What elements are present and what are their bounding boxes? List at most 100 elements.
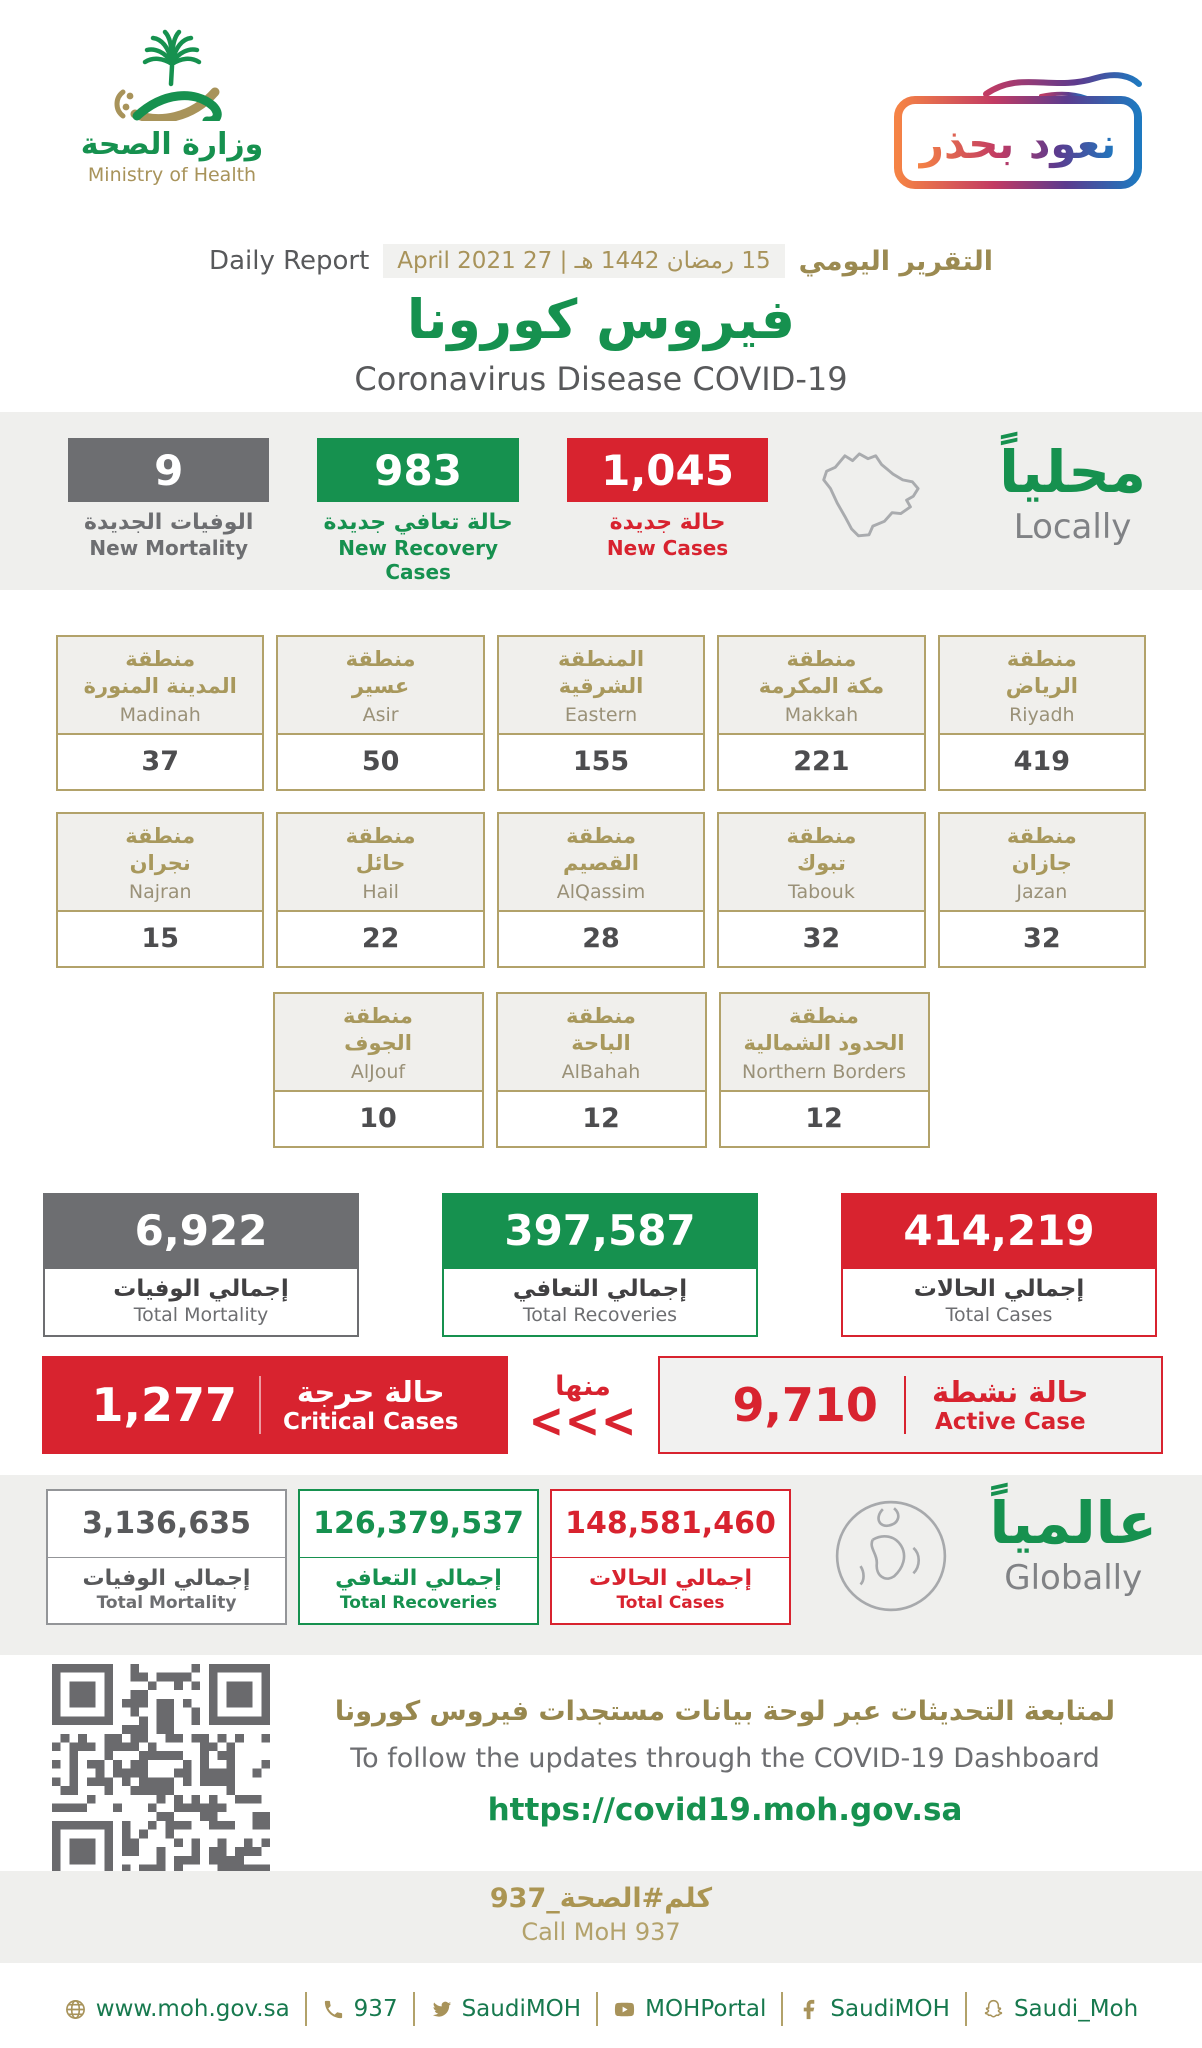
badge-swoosh-icon <box>983 72 1142 97</box>
return-with-caution-badge: نعود بحذر <box>891 62 1146 192</box>
region-value: 10 <box>359 1103 397 1135</box>
call-moh-ar: كلم#الصحة_937 <box>489 1883 713 1914</box>
globally-heading: عالمياً Globally <box>989 1489 1157 1598</box>
divider <box>781 1992 784 2026</box>
new-mortality-stat: 9 الوفيات الجديدة New Mortality <box>68 438 270 560</box>
region-row-2: منطقة نجران Najran 15 منطقة حائل Hail 22… <box>56 812 1147 968</box>
report-date-chip: 15 رمضان 1442 هـ | 27 April 2021 <box>383 244 785 278</box>
dashboard-section: لمتابعة التحديثات عبر لوحة بيانات مستجدا… <box>52 1664 1150 1882</box>
divider <box>596 1992 599 2026</box>
region-value: 50 <box>361 746 400 778</box>
new-recoveries-label-ar: حالة تعافي جديدة <box>323 510 513 535</box>
region-value: 37 <box>141 746 179 778</box>
region-value: 22 <box>361 923 400 955</box>
region-value: 32 <box>802 923 841 955</box>
twitter-icon <box>432 2001 451 2017</box>
new-recoveries-label-en: New Recovery Cases <box>338 536 499 584</box>
new-mortality-label-ar: الوفيات الجديدة <box>84 510 254 535</box>
local-totals-row: 6,922 إجمالي الوفيات Total Mortality 397… <box>43 1193 1157 1337</box>
critical-cases-label-en: Critical Cases <box>283 1409 459 1435</box>
region-value: 28 <box>582 923 620 955</box>
page-title-english: Coronavirus Disease COVID-19 <box>354 360 848 398</box>
youtube-icon <box>615 2002 635 2016</box>
region-card-najran: منطقة نجران Najran 15 <box>56 812 265 968</box>
dashboard-url-link[interactable]: https://covid19.moh.gov.sa <box>487 1792 963 1828</box>
region-card-riyadh: منطقة الرياض Riyadh 419 <box>937 635 1147 791</box>
globally-heading-en: Globally <box>1004 1557 1143 1598</box>
region-value: 221 <box>793 746 850 778</box>
divider <box>259 1376 262 1434</box>
region-value: 155 <box>572 746 630 778</box>
moh-palm-emblem-icon <box>114 29 222 126</box>
footer-website-link[interactable]: www.moh.gov.sa <box>64 1996 290 2022</box>
region-card-hail: منطقة حائل Hail 22 <box>276 812 485 968</box>
report-title-en: Daily Report <box>209 246 370 276</box>
globe-icon <box>65 1999 85 2019</box>
active-cases-value: 9,710 <box>732 1378 878 1432</box>
critical-cases-value: 1,277 <box>91 1378 238 1432</box>
global-cases: 148,581,460 إجمالي الحالات Total Cases <box>550 1489 791 1625</box>
footer-twitter-link[interactable]: SaudiMOH <box>430 1996 581 2022</box>
new-cases-label-en: New Cases <box>606 536 729 560</box>
badge-text: نعود بحذر <box>918 119 1116 169</box>
footer-snapchat-link[interactable]: Saudi_Moh <box>982 1996 1138 2022</box>
logo-english-name: Ministry of Health <box>87 164 257 186</box>
region-card-albahah: منطقة الباحة AlBahah 12 <box>495 992 707 1148</box>
region-card-alqassim: منطقة القصيم AlQassim 28 <box>496 812 706 968</box>
region-card-eastern: المنطقة الشرقية Eastern 155 <box>496 635 706 791</box>
region-card-northern-borders: منطقة الحدود الشمالية Northern Borders 1… <box>718 992 930 1148</box>
globally-heading-ar: عالمياً <box>989 1489 1157 1557</box>
region-value: 419 <box>1013 746 1071 778</box>
new-recoveries-stat: 983 حالة تعافي جديدة New Recovery Cases <box>317 438 519 584</box>
call-moh-band: كلم#الصحة_937 Call MoH 937 <box>0 1871 1202 1963</box>
globally-section: 3,136,635 إجمالي الوفيات Total Mortality… <box>0 1475 1202 1655</box>
total-mortality: 6,922 إجمالي الوفيات Total Mortality <box>43 1193 359 1337</box>
dashboard-text-en: To follow the updates through the COVID-… <box>350 1743 1100 1774</box>
footer-facebook-link[interactable]: SaudiMOH <box>798 1996 950 2022</box>
region-card-asir: منطقة عسير Asir 50 <box>276 635 485 791</box>
new-mortality-label-en: New Mortality <box>89 536 249 560</box>
total-cases: 414,219 إجمالي الحالات Total Cases <box>841 1193 1157 1337</box>
critical-cases-box: 1,277 حالة حرجة Critical Cases <box>42 1356 508 1454</box>
divider <box>964 1992 967 2026</box>
footer-phone-link[interactable]: 937 <box>322 1996 398 2022</box>
facebook-icon <box>804 1999 815 2019</box>
report-date-line: التقرير اليومي 15 رمضان 1442 هـ | 27 Apr… <box>0 244 1202 278</box>
new-recoveries-value: 983 <box>317 438 519 502</box>
dashboard-text-ar: لمتابعة التحديثات عبر لوحة بيانات مستجدا… <box>334 1696 1116 1727</box>
global-recoveries: 126,379,537 إجمالي التعافي Total Recover… <box>298 1489 539 1625</box>
globe-icon <box>830 1489 952 1621</box>
saudi-arabia-map-icon <box>822 452 920 538</box>
report-title-ar: التقرير اليومي <box>798 245 993 277</box>
region-value: 15 <box>141 923 179 955</box>
new-mortality-value: 9 <box>68 438 270 502</box>
snapchat-icon <box>984 1999 1003 2018</box>
region-card-tabouk: منطقة تبوك Tabouk 32 <box>717 812 926 968</box>
region-card-aljouf: منطقة الجوف AlJouf 10 <box>272 992 484 1148</box>
chevrons-left-icon: <<< <box>528 1391 638 1449</box>
footer-youtube-link[interactable]: MOHPortal <box>613 1996 766 2022</box>
locally-heading-ar: محلياً <box>999 438 1146 506</box>
region-value: 12 <box>582 1103 620 1135</box>
divider <box>903 1376 906 1434</box>
logo-arabic-name: وزارة الصحة <box>80 127 264 162</box>
footer-links: www.moh.gov.sa 937 SaudiMOH MOHPortal Sa… <box>0 1992 1202 2026</box>
region-card-madinah: منطقة المدينة المنورة Madinah 37 <box>56 635 265 791</box>
phone-icon <box>324 2000 342 2018</box>
region-row-1: منطقة المدينة المنورة Madinah 37 منطقة ع… <box>56 635 1147 791</box>
divider <box>304 1992 307 2026</box>
critical-active-row: 1,277 حالة حرجة Critical Cases منها <<< … <box>42 1356 1163 1454</box>
region-row-3: منطقة الجوف AlJouf 10 منطقة الباحة AlBah… <box>56 992 1146 1148</box>
locally-heading: محلياً Locally <box>999 438 1146 547</box>
new-cases-label-ar: حالة جديدة <box>609 510 726 535</box>
active-cases-label-en: Active Case <box>934 1409 1086 1435</box>
locally-heading-en: Locally <box>1013 506 1132 547</box>
new-cases-value: 1,045 <box>566 438 769 502</box>
region-card-makkah: منطقة مكة المكرمة Makkah 221 <box>717 635 926 791</box>
active-cases-label-ar: حالة نشطة <box>931 1375 1089 1409</box>
locally-section: 9 الوفيات الجديدة New Mortality 983 حالة… <box>0 412 1202 590</box>
call-moh-en: Call MoH 937 <box>521 1918 681 1946</box>
qr-code <box>52 1664 270 1882</box>
moh-logo: وزارة الصحة Ministry of Health <box>62 26 282 186</box>
